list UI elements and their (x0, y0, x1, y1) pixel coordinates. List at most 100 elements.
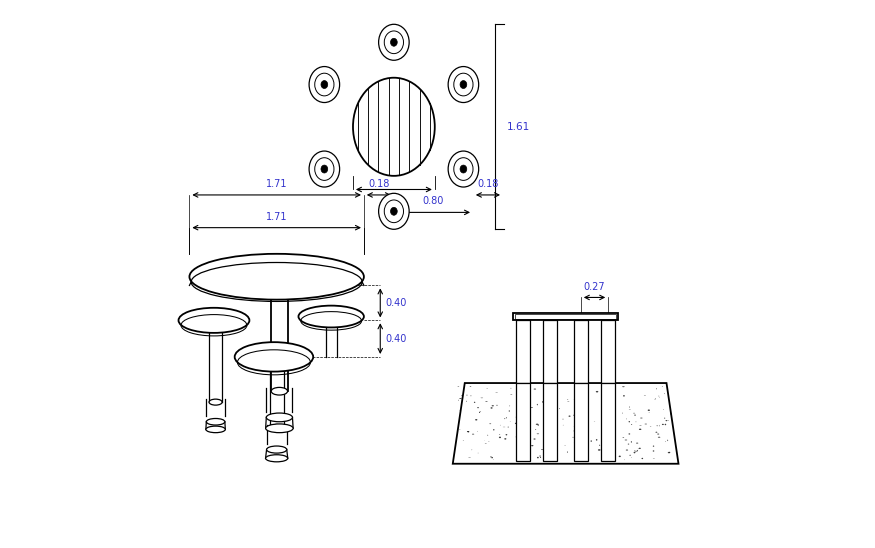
Ellipse shape (353, 78, 435, 176)
Ellipse shape (629, 455, 631, 456)
Ellipse shape (628, 421, 630, 423)
Bar (514, 313, 618, 321)
Ellipse shape (475, 419, 478, 420)
Ellipse shape (601, 413, 604, 414)
Ellipse shape (466, 395, 467, 396)
Bar (601, 383, 615, 461)
Ellipse shape (267, 446, 287, 453)
Ellipse shape (266, 424, 293, 433)
Bar (543, 321, 557, 383)
Ellipse shape (536, 433, 539, 434)
Ellipse shape (460, 165, 466, 173)
Ellipse shape (504, 418, 505, 419)
Ellipse shape (390, 38, 397, 46)
Ellipse shape (467, 431, 469, 432)
Ellipse shape (626, 449, 628, 450)
Ellipse shape (390, 207, 397, 215)
Ellipse shape (504, 438, 507, 439)
Ellipse shape (586, 406, 588, 407)
Ellipse shape (540, 455, 541, 457)
Ellipse shape (178, 308, 249, 333)
Ellipse shape (634, 452, 635, 453)
Ellipse shape (625, 439, 627, 441)
Ellipse shape (520, 431, 522, 432)
Ellipse shape (492, 405, 493, 407)
Ellipse shape (596, 439, 598, 441)
Ellipse shape (448, 151, 479, 187)
Ellipse shape (640, 418, 642, 419)
Bar (516, 321, 530, 383)
Bar (516, 383, 530, 461)
Ellipse shape (508, 410, 510, 412)
Ellipse shape (487, 435, 488, 436)
Ellipse shape (648, 409, 650, 411)
Ellipse shape (467, 431, 469, 432)
Ellipse shape (639, 429, 641, 430)
Ellipse shape (460, 81, 466, 88)
Ellipse shape (657, 433, 659, 435)
Ellipse shape (514, 423, 517, 424)
Ellipse shape (499, 434, 500, 435)
Bar (514, 314, 616, 319)
Ellipse shape (622, 386, 625, 387)
Ellipse shape (516, 460, 518, 461)
Ellipse shape (598, 449, 600, 451)
Ellipse shape (206, 419, 225, 425)
Ellipse shape (631, 424, 633, 425)
Ellipse shape (550, 422, 551, 423)
Ellipse shape (522, 424, 523, 425)
Ellipse shape (596, 391, 598, 392)
Ellipse shape (546, 412, 548, 413)
Ellipse shape (321, 81, 328, 88)
Ellipse shape (665, 424, 666, 425)
Ellipse shape (206, 426, 226, 433)
Ellipse shape (567, 452, 568, 453)
Text: 0.18: 0.18 (368, 179, 389, 189)
Ellipse shape (493, 429, 494, 431)
Ellipse shape (623, 395, 625, 397)
Ellipse shape (309, 66, 340, 102)
Ellipse shape (637, 450, 638, 452)
Text: 0.27: 0.27 (584, 282, 605, 292)
Ellipse shape (587, 439, 589, 440)
Ellipse shape (537, 404, 538, 406)
Ellipse shape (607, 396, 609, 397)
Ellipse shape (619, 455, 621, 457)
Ellipse shape (605, 399, 606, 400)
Text: 1.71: 1.71 (266, 212, 287, 221)
Ellipse shape (534, 438, 536, 439)
Ellipse shape (520, 422, 522, 423)
Ellipse shape (477, 407, 479, 408)
Ellipse shape (658, 437, 661, 438)
Ellipse shape (537, 424, 539, 426)
Bar (543, 383, 557, 461)
Ellipse shape (540, 457, 541, 458)
Ellipse shape (549, 407, 550, 408)
Bar (601, 321, 615, 383)
Ellipse shape (528, 429, 530, 430)
Ellipse shape (664, 393, 665, 394)
Ellipse shape (587, 433, 589, 435)
Ellipse shape (639, 448, 640, 449)
Ellipse shape (546, 408, 548, 409)
Ellipse shape (499, 437, 501, 438)
Ellipse shape (541, 449, 543, 450)
Ellipse shape (534, 389, 536, 390)
Ellipse shape (491, 457, 493, 458)
Text: 0.80: 0.80 (383, 196, 404, 206)
Ellipse shape (635, 451, 637, 452)
Ellipse shape (448, 66, 479, 102)
Ellipse shape (655, 432, 657, 433)
Ellipse shape (599, 445, 600, 446)
Ellipse shape (608, 392, 609, 393)
Ellipse shape (309, 151, 340, 187)
Ellipse shape (472, 433, 474, 435)
Ellipse shape (271, 387, 288, 395)
Ellipse shape (653, 450, 654, 452)
Ellipse shape (266, 413, 292, 422)
Ellipse shape (634, 414, 636, 416)
Ellipse shape (470, 386, 472, 387)
Ellipse shape (479, 412, 480, 413)
Ellipse shape (601, 425, 602, 426)
Ellipse shape (491, 407, 493, 409)
